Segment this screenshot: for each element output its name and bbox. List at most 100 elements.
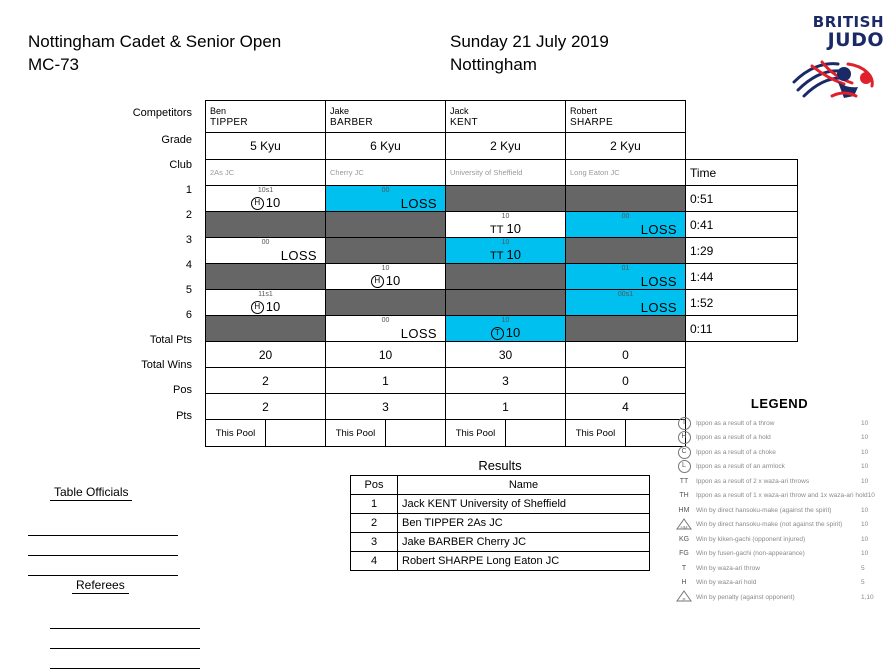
competitor-grade-cell[interactable]: 5 Kyu bbox=[205, 132, 326, 160]
legend-description: Win by direct hansoku-make (against the … bbox=[696, 506, 832, 514]
label-total-pts: Total Pts bbox=[149, 334, 192, 346]
match-time-cell[interactable]: 0:41 bbox=[685, 211, 798, 238]
legend-symbol-c-icon: C bbox=[672, 445, 696, 459]
referees-line-1[interactable] bbox=[50, 609, 200, 629]
pool-row-grade: 5 Kyu 6 Kyu 2 Kyu 2 Kyu bbox=[205, 132, 798, 160]
label-match-5: 5 bbox=[185, 284, 192, 296]
legend-row: FG Win by fusen-gachi (non-appearance) 10 bbox=[672, 547, 887, 562]
match-score-cell[interactable]: 00s1 LOSS bbox=[565, 289, 686, 316]
label-total-wins: Total Wins bbox=[141, 359, 192, 371]
competitor-grade-cell[interactable]: 6 Kyu bbox=[325, 132, 446, 160]
match-score-cell[interactable]: 10 H 10 bbox=[325, 263, 446, 290]
match-score-cell[interactable]: 00 LOSS bbox=[205, 237, 326, 264]
match-score-cell[interactable]: 10 TT 10 bbox=[445, 211, 566, 238]
legend-description: Win by fusen-gachi (non-appearance) bbox=[696, 550, 805, 558]
match-time-cell[interactable]: 0:11 bbox=[685, 315, 798, 342]
pts-pool-value[interactable] bbox=[506, 420, 565, 446]
spacer-cell bbox=[686, 101, 798, 133]
match-score-cell[interactable]: 11s1 H 10 bbox=[205, 289, 326, 316]
match-score-cell[interactable]: 00 LOSS bbox=[325, 185, 446, 212]
match-score-cell[interactable]: 10 T 10 bbox=[445, 315, 566, 342]
referees-line-3[interactable] bbox=[50, 649, 200, 669]
legend-row: KG Win by kiken-gachi (opponent injured) 1… bbox=[672, 532, 887, 547]
legend-points: 10 bbox=[861, 535, 869, 543]
competitor-name-cell[interactable]: Robert SHARPE bbox=[565, 100, 686, 133]
position-cell: 2 bbox=[205, 393, 326, 420]
match-score-detail: 00 bbox=[381, 317, 390, 324]
match-win-value: H 10 bbox=[326, 273, 445, 288]
match-score-detail: 00 bbox=[261, 239, 270, 246]
match-time-cell[interactable]: 1:29 bbox=[685, 237, 798, 264]
legend-points: 1,10 bbox=[861, 593, 874, 601]
legend-description: Ippon as a result of an armlock bbox=[696, 463, 785, 471]
event-location: Nottingham bbox=[450, 55, 537, 74]
match-time-cell[interactable]: 1:52 bbox=[685, 289, 798, 316]
match-score-cell[interactable]: 00 LOSS bbox=[325, 315, 446, 342]
time-column-header: Time bbox=[685, 159, 798, 186]
result-position: 1 bbox=[350, 494, 398, 514]
competitor-name-cell[interactable]: Jack KENT bbox=[445, 100, 566, 133]
legend-row: T Win by waza-ari throw 5 bbox=[672, 561, 887, 576]
british-judo-logo: BRITISH JUDO bbox=[788, 14, 884, 106]
pts-pool-value[interactable] bbox=[266, 420, 325, 446]
legend-points: 10 bbox=[861, 477, 869, 485]
position-cell: 1 bbox=[445, 393, 566, 420]
table-officials-line-2[interactable] bbox=[28, 536, 178, 556]
pool-match-row: 00 LOSS 10 TT 10 1:29 bbox=[205, 237, 798, 264]
results-row: 3 Jake BARBER Cherry JC bbox=[350, 532, 650, 552]
match-time-cell[interactable]: 0:51 bbox=[685, 185, 798, 212]
position-cell: 3 bbox=[325, 393, 446, 420]
match-score-cell bbox=[325, 289, 446, 316]
match-score-cell[interactable]: 10s1 H 10 bbox=[205, 185, 326, 212]
legend-section: LEGEND T Ippon as a result of a throw 10 H I… bbox=[672, 396, 887, 605]
results-row: 4 Robert SHARPE Long Eaton JC bbox=[350, 551, 650, 571]
match-score-cell bbox=[445, 263, 566, 290]
pts-pool-value[interactable] bbox=[386, 420, 445, 446]
referees-line-2[interactable] bbox=[50, 629, 200, 649]
competitor-grade-cell[interactable]: 2 Kyu bbox=[565, 132, 686, 160]
competitor-last-name: TIPPER bbox=[210, 116, 248, 128]
table-officials-line-1[interactable] bbox=[28, 516, 178, 536]
legend-symbol-fg-icon: FG bbox=[679, 550, 689, 558]
match-score-detail: 00s1 bbox=[617, 291, 634, 298]
match-score-detail: 00 bbox=[381, 187, 390, 194]
match-score-cell[interactable]: 10 TT 10 bbox=[445, 237, 566, 264]
match-loss-label: LOSS bbox=[400, 326, 437, 341]
match-loss-label: LOSS bbox=[640, 300, 677, 315]
competitor-club-cell[interactable]: Cherry JC bbox=[325, 159, 446, 186]
event-date: Sunday 21 July 2019 bbox=[450, 32, 609, 51]
score-t-icon: T bbox=[490, 327, 504, 340]
label-competitors: Competitors bbox=[132, 107, 192, 119]
competitor-grade-cell[interactable]: 2 Kyu bbox=[445, 132, 566, 160]
competitor-club-cell[interactable]: 2As JC bbox=[205, 159, 326, 186]
competitor-first-name: Ben bbox=[210, 105, 227, 116]
match-score-cell bbox=[565, 237, 686, 264]
competitor-club-cell[interactable]: Long Eaton JC bbox=[565, 159, 686, 186]
competitor-club-cell[interactable]: University of Sheffield bbox=[445, 159, 566, 186]
pool-match-row: 11s1 H 10 00s1 LOSS 1:52 bbox=[205, 289, 798, 316]
match-score-detail: 10 bbox=[501, 213, 510, 220]
label-pos: Pos bbox=[173, 384, 192, 396]
pts-pool-label: This Pool bbox=[446, 420, 506, 446]
competitor-first-name: Robert bbox=[570, 105, 598, 116]
total-pts-cell: 10 bbox=[325, 341, 446, 368]
pool-match-row: 10 H 10 01 LOSS 1:44 bbox=[205, 263, 798, 290]
competitor-name-cell[interactable]: Jake BARBER bbox=[325, 100, 446, 133]
judo-figure-icon bbox=[792, 60, 874, 98]
match-score-detail: 11s1 bbox=[258, 291, 273, 298]
competitor-last-name: SHARPE bbox=[570, 116, 613, 128]
legend-symbol-kg-icon: KG bbox=[678, 535, 690, 543]
legend-symbol-h-icon: H bbox=[681, 579, 687, 587]
table-officials-line-3[interactable] bbox=[28, 556, 178, 576]
match-score-detail: 10 bbox=[501, 239, 510, 246]
competitor-first-name: Jake bbox=[330, 105, 350, 116]
match-score-cell[interactable]: 01 LOSS bbox=[565, 263, 686, 290]
match-score-cell[interactable]: 00 LOSS bbox=[565, 211, 686, 238]
legend-row: L Ippon as a result of an armlock 10 bbox=[672, 460, 887, 475]
results-row: 2 Ben TIPPER 2As JC bbox=[350, 513, 650, 533]
match-time-cell[interactable]: 1:44 bbox=[685, 263, 798, 290]
legend-row: H Win by waza-ari hold 5 bbox=[672, 576, 887, 591]
competitor-name-cell[interactable]: Ben TIPPER bbox=[205, 100, 326, 133]
legend-row: HM Win by direct hansoku-make (against th… bbox=[672, 503, 887, 518]
competitor-first-name: Jack bbox=[450, 105, 469, 116]
